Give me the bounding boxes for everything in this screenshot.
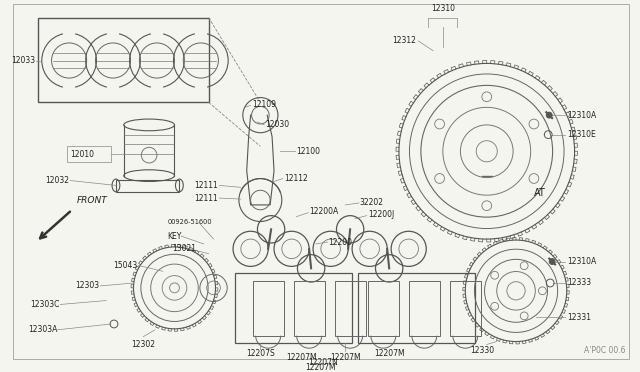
Text: 12207S: 12207S	[246, 349, 275, 358]
Text: 12310A: 12310A	[567, 110, 596, 120]
Text: 12207M: 12207M	[374, 349, 404, 358]
Text: 12302: 12302	[131, 340, 156, 349]
Bar	[116, 180, 179, 192]
Text: FRONT: FRONT	[77, 196, 108, 205]
Text: KEY: KEY	[168, 232, 182, 241]
Text: 12331: 12331	[567, 312, 591, 322]
Bar	[67, 146, 111, 162]
Text: 12111: 12111	[195, 193, 218, 203]
Text: 12112: 12112	[284, 174, 308, 183]
Text: 12333: 12333	[567, 279, 591, 288]
Text: 12207M: 12207M	[330, 353, 360, 362]
Text: 12200A: 12200A	[309, 207, 339, 216]
Text: 12310E: 12310E	[567, 130, 596, 139]
Text: A'P0C 00.6: A'P0C 00.6	[584, 346, 625, 355]
Circle shape	[549, 259, 555, 264]
Ellipse shape	[112, 179, 120, 192]
Text: 12310: 12310	[431, 4, 455, 13]
Text: 13021: 13021	[173, 244, 196, 253]
Text: 12312: 12312	[392, 36, 417, 45]
Text: AT: AT	[534, 188, 545, 198]
Text: 12030: 12030	[265, 121, 289, 129]
Text: 12330: 12330	[470, 346, 494, 355]
Bar	[450, 281, 481, 336]
Bar	[253, 281, 284, 336]
Text: 12310A: 12310A	[567, 257, 596, 266]
Bar	[38, 17, 209, 102]
Text: 12207N: 12207N	[308, 358, 338, 367]
Bar	[358, 273, 475, 343]
Circle shape	[547, 112, 552, 118]
Text: 12010: 12010	[70, 150, 94, 159]
Bar	[368, 281, 399, 336]
Text: 00926-51600: 00926-51600	[168, 219, 212, 225]
Text: 12111: 12111	[195, 181, 218, 190]
Text: 12200: 12200	[329, 237, 353, 247]
Text: 32202: 32202	[360, 199, 384, 208]
Bar	[294, 281, 324, 336]
Text: 15043: 15043	[113, 261, 138, 270]
Text: 12303A: 12303A	[28, 326, 58, 334]
Bar	[409, 281, 440, 336]
Text: 12200J: 12200J	[368, 210, 394, 219]
Bar	[235, 273, 352, 343]
Text: 12109: 12109	[253, 100, 276, 109]
Text: 12207M: 12207M	[286, 353, 317, 362]
Ellipse shape	[175, 179, 183, 192]
Text: 12207M: 12207M	[305, 363, 336, 372]
Text: 12303C: 12303C	[30, 300, 60, 309]
Bar	[335, 281, 365, 336]
Text: 12100: 12100	[296, 147, 321, 156]
Text: 12033: 12033	[11, 56, 35, 65]
Text: 12032: 12032	[45, 176, 69, 185]
Text: 12303: 12303	[76, 281, 99, 291]
